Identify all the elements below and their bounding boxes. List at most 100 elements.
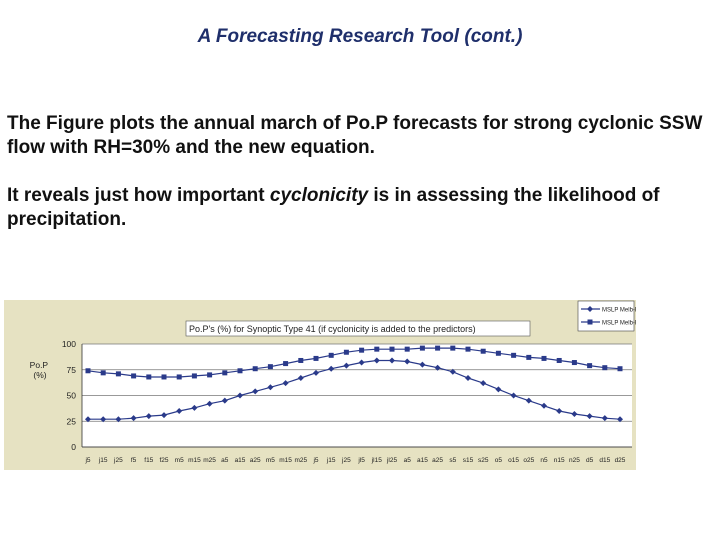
cyclonicity-emphasis: cyclonicity	[269, 185, 369, 206]
x-tick-label: m5	[266, 457, 275, 464]
data-point-diamond	[252, 388, 259, 395]
data-point-square	[389, 346, 395, 352]
data-point-square	[541, 355, 547, 361]
data-point-diamond	[206, 400, 213, 407]
data-point-diamond	[465, 374, 471, 381]
data-point-square	[602, 365, 608, 371]
data-point-diamond	[115, 416, 122, 423]
data-point-square	[526, 354, 532, 360]
description-paragraph: The Figure plots the annual march of Po.…	[7, 113, 703, 158]
x-tick-label: j15	[98, 457, 108, 464]
x-tick-label: n5	[540, 457, 548, 464]
data-point-square	[480, 348, 486, 354]
data-point-diamond	[313, 369, 319, 376]
chart-title-box	[185, 320, 531, 337]
data-point-square	[587, 319, 593, 325]
data-point-square	[495, 350, 501, 356]
x-tick-label: a15	[235, 457, 246, 464]
data-point-diamond	[237, 392, 243, 399]
data-point-diamond	[161, 412, 167, 419]
data-point-diamond	[176, 407, 183, 414]
data-point-square	[131, 373, 137, 379]
data-point-square	[115, 371, 121, 377]
x-tick-label: jl25	[386, 457, 398, 464]
series-line-1	[88, 359, 621, 420]
x-tick-label: f15	[144, 457, 153, 464]
conclusion-text-end: is in assessing the likelihood of precip…	[7, 185, 660, 230]
data-point-diamond	[601, 415, 608, 422]
x-tick-label: d25	[615, 457, 626, 464]
data-point-diamond	[404, 358, 411, 365]
x-tick-label: o5	[495, 457, 503, 464]
data-point-diamond	[343, 362, 350, 369]
data-point-diamond	[373, 357, 380, 364]
x-tick-label: m15	[188, 457, 201, 464]
x-tick-label: f5	[131, 457, 137, 464]
data-point-square	[222, 370, 228, 376]
x-tick-label: o15	[508, 457, 519, 464]
pop-forecast-chart: 0 25 50 75 100 j5 j15 j25 f5 f15 f25 m5 m15 m25 a5 a15…	[4, 300, 636, 470]
y-axis-label-line2: (%)	[33, 370, 46, 380]
data-point-diamond	[221, 397, 228, 404]
legend-box	[577, 300, 635, 332]
data-point-square	[571, 360, 577, 366]
x-tick-label: f25	[159, 457, 168, 464]
x-tick-label: a5	[221, 457, 229, 464]
y-tick-label: 75	[67, 365, 77, 375]
data-point-diamond	[495, 386, 502, 393]
x-axis-ticks: j5 j15 j25 f5 f15 f25 m5 m15 m25 a5 a15 a25 m5 m15 m25…	[84, 457, 625, 464]
data-point-square	[85, 368, 91, 374]
data-point-square	[328, 352, 334, 358]
x-tick-label: s25	[478, 457, 489, 464]
series-line-2	[87, 347, 621, 378]
data-point-diamond	[130, 415, 137, 422]
data-point-square	[343, 349, 349, 355]
data-point-square	[404, 346, 410, 352]
data-point-diamond	[480, 380, 487, 387]
data-point-diamond	[358, 359, 365, 366]
x-tick-label: j25	[113, 457, 123, 464]
data-point-square	[207, 372, 213, 378]
y-tick-label: 25	[67, 416, 77, 426]
y-axis-ticks: 0 25 50 75 100	[62, 339, 76, 452]
data-point-square	[556, 357, 562, 363]
slide-title: A Forecasting Research Tool (cont.)	[197, 26, 523, 47]
data-point-diamond	[525, 397, 532, 404]
x-tick-label: jl5	[357, 457, 365, 464]
y-tick-label: 50	[67, 391, 77, 401]
x-tick-label: d15	[599, 457, 610, 464]
data-point-diamond	[571, 411, 578, 418]
chart-title: Po.P's (%) for Synoptic Type 41 (if cycl…	[189, 324, 476, 334]
data-point-diamond	[586, 413, 593, 420]
data-point-diamond	[100, 416, 107, 423]
data-point-square	[146, 374, 152, 380]
data-point-diamond	[85, 416, 91, 423]
gridlines	[81, 343, 632, 448]
data-point-diamond	[419, 361, 426, 368]
y-axis-label: Po.P (%)	[30, 360, 51, 380]
x-tick-label: a5	[404, 457, 412, 464]
data-point-diamond	[267, 384, 274, 391]
x-tick-label: m25	[294, 457, 307, 464]
data-point-square	[617, 366, 623, 372]
data-point-square	[252, 366, 258, 372]
y-axis-label-line1: Po.P	[30, 360, 49, 370]
data-point-square	[237, 368, 243, 374]
data-point-square	[313, 355, 319, 361]
data-point-diamond	[434, 364, 441, 371]
data-point-diamond	[617, 416, 623, 423]
data-point-square	[176, 374, 182, 380]
data-point-square	[191, 373, 197, 379]
data-point-square	[587, 363, 593, 369]
x-tick-label: m25	[203, 457, 216, 464]
data-point-square	[450, 345, 456, 351]
legend-label-2: MSLP Melb-Forr=-20hPa	[602, 321, 636, 327]
data-point-square	[161, 374, 167, 380]
data-point-diamond	[328, 365, 335, 372]
chart-legend: MSLP Melb-Forr=-5hPa MSLP Melb-Forr=-20hP…	[577, 300, 636, 332]
x-tick-label: s15	[463, 457, 474, 464]
x-tick-label: jl15	[371, 457, 383, 464]
data-point-square	[359, 347, 365, 353]
data-point-square	[100, 370, 106, 376]
data-point-square	[374, 346, 380, 352]
